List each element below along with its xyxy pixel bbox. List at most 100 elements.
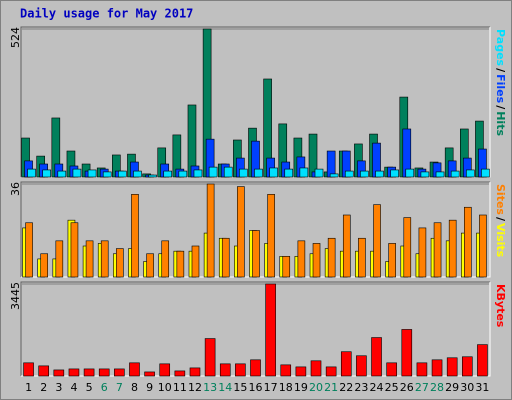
bar	[360, 170, 369, 178]
bar	[479, 214, 487, 278]
bar	[161, 240, 170, 278]
bar	[250, 359, 261, 377]
bar	[446, 357, 458, 377]
x-tick-label: 15	[233, 381, 247, 394]
bar	[40, 253, 48, 278]
bar	[267, 194, 275, 278]
bar	[356, 355, 367, 377]
legend: Sites /Visits	[494, 184, 507, 258]
bar	[326, 150, 336, 178]
bar	[208, 166, 218, 178]
bar	[129, 362, 140, 377]
bar	[269, 167, 278, 178]
legend-entry: Sites	[494, 184, 507, 215]
bar	[191, 245, 200, 278]
x-tick-label: 2	[40, 381, 47, 394]
bar	[148, 174, 157, 178]
bar	[189, 367, 201, 377]
bar	[450, 170, 460, 178]
bar	[327, 237, 336, 278]
legend-entry: Files	[494, 74, 507, 104]
bar	[405, 168, 415, 178]
bar	[464, 206, 472, 278]
bar	[375, 170, 384, 178]
bar	[297, 240, 306, 278]
bar	[42, 169, 51, 178]
bar	[418, 227, 427, 278]
bar	[114, 368, 125, 377]
x-tick-label: 26	[400, 381, 414, 394]
bar	[448, 219, 457, 278]
x-tick-label: 1	[25, 381, 32, 394]
bar	[102, 171, 112, 178]
bar	[55, 240, 64, 278]
x-tick-label: 10	[158, 381, 172, 394]
bar	[481, 168, 490, 178]
bar	[219, 363, 231, 377]
bar	[340, 351, 352, 377]
x-tick-label: 22	[339, 381, 353, 394]
bar	[416, 362, 428, 377]
bar	[401, 329, 413, 377]
bar	[235, 363, 246, 377]
bar	[38, 365, 49, 377]
bar	[98, 368, 110, 377]
legend: Pages/Files/Hits	[494, 29, 507, 136]
bar	[358, 237, 366, 278]
bar	[344, 170, 354, 178]
x-tick-label: 24	[370, 381, 384, 394]
x-tick-label: 9	[146, 381, 153, 394]
bar	[25, 222, 33, 278]
legend-entry: KBytes	[494, 284, 507, 328]
legend-separator: /	[494, 105, 507, 110]
x-tick-label: 20	[309, 381, 323, 394]
bar	[312, 243, 321, 278]
bar	[70, 222, 79, 278]
bar	[193, 169, 203, 178]
bar	[57, 170, 67, 178]
y-tick-label: 36	[9, 182, 22, 196]
bar	[176, 250, 185, 278]
bar	[295, 366, 307, 377]
bar	[299, 167, 309, 178]
bar	[23, 362, 34, 377]
bar	[83, 368, 95, 377]
legend-entry: Visits	[494, 223, 507, 258]
panel-border	[20, 26, 490, 177]
panel-border	[20, 281, 490, 376]
legend-separator: /	[494, 68, 507, 73]
bar	[420, 171, 430, 178]
bar	[133, 170, 142, 178]
x-tick-label: 31	[475, 381, 489, 394]
bar	[163, 170, 173, 178]
bar	[159, 363, 171, 377]
bar	[284, 168, 294, 178]
bar	[223, 166, 233, 178]
x-tick-label: 18	[279, 381, 293, 394]
bar	[282, 256, 291, 278]
x-tick-label: 14	[218, 381, 232, 394]
bar	[390, 169, 399, 178]
bar	[72, 168, 82, 178]
bar	[310, 360, 322, 377]
bar	[252, 230, 260, 278]
x-tick-label: 29	[445, 381, 459, 394]
x-tick-label: 4	[70, 381, 77, 394]
bar	[431, 359, 443, 377]
bar	[27, 168, 36, 178]
bar	[206, 183, 215, 278]
x-tick-label: 12	[188, 381, 202, 394]
x-tick-label: 16	[249, 381, 263, 394]
chart-title: Daily usage for May 2017	[20, 7, 193, 21]
bar	[174, 370, 186, 377]
x-tick-label: 30	[460, 381, 474, 394]
bar	[178, 170, 188, 178]
x-tick-label: 23	[354, 381, 368, 394]
panel-border	[20, 181, 490, 277]
x-tick-label: 11	[173, 381, 187, 394]
bar	[280, 364, 292, 377]
x-tick-label: 19	[294, 381, 308, 394]
bar	[388, 243, 396, 278]
x-tick-label: 17	[264, 381, 278, 394]
bar	[466, 169, 475, 178]
